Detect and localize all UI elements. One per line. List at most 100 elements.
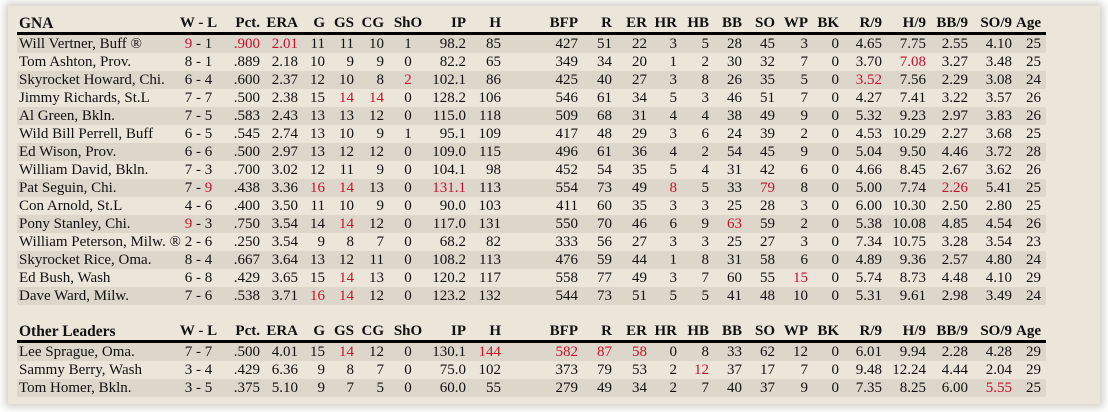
table-header-row: Other Leaders W - L Pct. ERA G GS CG ShO IP H BFP… — [17, 322, 1046, 343]
cell-hr: 0 — [649, 341, 679, 361]
cell-bfp: 476 — [503, 251, 580, 269]
cell-w-l: 3 - 5 — [175, 379, 222, 397]
cell-h: 102 — [468, 361, 503, 379]
cell-wp: 2 — [777, 125, 810, 143]
table-row: Skyrocket Rice, Oma. 8 - 4.667 3.64 13 12 11 0… — [17, 251, 1046, 269]
column-header-bfp: BFP — [503, 14, 580, 35]
cell-sho: 0 — [386, 53, 430, 71]
column-header-r: R — [580, 14, 614, 35]
cell-hr: 3 — [649, 33, 679, 53]
player-name: Con Arnold, St.L — [17, 197, 175, 215]
cell-age: 23 — [1014, 233, 1046, 251]
player-name: Dave Ward, Milw. — [17, 287, 175, 305]
wins: 2 — [184, 234, 193, 250]
table-row: Skyrocket Howard, Chi. 6 - 4.600 2.37 12 10 8… — [17, 71, 1046, 89]
cell-g: 14 — [300, 215, 327, 233]
player-name: Pony Stanley, Chi. — [17, 215, 175, 233]
player-name: Ed Bush, Wash — [17, 269, 175, 287]
cell-wp: 8 — [777, 179, 810, 197]
cell-hb: 2 — [679, 53, 711, 71]
player-name: Tom Ashton, Prov. — [17, 53, 175, 71]
cell-g: 12 — [300, 161, 327, 179]
cell-bk: 0 — [810, 33, 841, 53]
cell-so: 79 — [744, 179, 777, 197]
cell-wp: 6 — [777, 161, 810, 179]
column-header-wp: WP — [777, 322, 810, 343]
cell-gs: 11 — [327, 161, 356, 179]
losses: 3 — [204, 216, 213, 232]
cell-hb: 9 — [679, 215, 711, 233]
cell-bb9: 6.00 — [928, 379, 970, 397]
cell-bfp: 544 — [503, 287, 580, 305]
cell-er: 51 — [614, 287, 649, 305]
cell-ip: 130.1 — [430, 341, 468, 361]
cell-r9: 6.01 — [841, 341, 884, 361]
player-name: Wild Bill Perrell, Buff — [17, 125, 175, 143]
cell-h9: 10.29 — [884, 125, 928, 143]
cell-h: 132 — [468, 287, 503, 305]
cell-gs: 12 — [327, 143, 356, 161]
cell-hr: 2 — [649, 379, 679, 397]
cell-hr: 3 — [649, 125, 679, 143]
cell-r: 77 — [580, 269, 614, 287]
cell-ip: 108.2 — [430, 251, 468, 269]
column-header-age: Age — [1014, 322, 1046, 343]
cell-er: 49 — [614, 269, 649, 287]
cell-bk: 0 — [810, 269, 841, 287]
cell-w-l: 3 - 4 — [175, 361, 222, 379]
cell-wp: 7 — [777, 89, 810, 107]
cell-sho: 0 — [386, 89, 430, 107]
cell-bfp: 333 — [503, 233, 580, 251]
cell-era: 2.74 — [262, 125, 300, 143]
cell-bfp: 349 — [503, 53, 580, 71]
cell-so9: 3.68 — [970, 125, 1014, 143]
wins: 6 — [184, 144, 193, 160]
cell-r: 48 — [580, 125, 614, 143]
cell-h9: 10.08 — [884, 215, 928, 233]
cell-bfp: 425 — [503, 71, 580, 89]
cell-sho: 0 — [386, 251, 430, 269]
cell-g: 11 — [300, 197, 327, 215]
cell-h: 106 — [468, 89, 503, 107]
cell-h: 55 — [468, 379, 503, 397]
cell-bb9: 2.67 — [928, 161, 970, 179]
cell-h9: 9.50 — [884, 143, 928, 161]
column-header-era: ERA — [262, 14, 300, 35]
column-header-bb9: BB/9 — [928, 14, 970, 35]
cell-bfp: 373 — [503, 361, 580, 379]
cell-gs: 8 — [327, 361, 356, 379]
column-header-cg: CG — [356, 14, 386, 35]
cell-era: 5.10 — [262, 379, 300, 397]
cell-bb: 63 — [711, 215, 744, 233]
cell-sho: 0 — [386, 287, 430, 305]
cell-ip: 104.1 — [430, 161, 468, 179]
cell-g: 13 — [300, 251, 327, 269]
cell-cg: 12 — [356, 143, 386, 161]
wins: 3 — [184, 380, 193, 396]
cell-bb: 60 — [711, 269, 744, 287]
cell-so9: 2.80 — [970, 197, 1014, 215]
cell-er: 31 — [614, 107, 649, 125]
cell-er: 49 — [614, 179, 649, 197]
cell-gs: 11 — [327, 33, 356, 53]
cell-bb9: 2.27 — [928, 125, 970, 143]
cell-bk: 0 — [810, 233, 841, 251]
cell-bb9: 3.28 — [928, 233, 970, 251]
cell-era: 3.50 — [262, 197, 300, 215]
cell-pct: .667 — [222, 251, 262, 269]
cell-cg: 10 — [356, 33, 386, 53]
cell-gs: 12 — [327, 251, 356, 269]
cell-w-l: 6 - 4 — [175, 71, 222, 89]
cell-w-l: 7 - 6 — [175, 287, 222, 305]
column-header-g: G — [300, 322, 327, 343]
cell-hb: 3 — [679, 197, 711, 215]
table-row: Sammy Berry, Wash 3 - 4.429 6.36 9 8 7 0 75.0 10… — [17, 361, 1046, 379]
cell-er: 35 — [614, 161, 649, 179]
table-title: GNA — [17, 14, 175, 35]
cell-so9: 3.49 — [970, 287, 1014, 305]
cell-hr: 1 — [649, 251, 679, 269]
cell-w-l: 9 - 1 — [175, 33, 222, 53]
cell-w-l: 8 - 1 — [175, 53, 222, 71]
losses: 5 — [204, 380, 213, 396]
cell-w-l: 8 - 4 — [175, 251, 222, 269]
